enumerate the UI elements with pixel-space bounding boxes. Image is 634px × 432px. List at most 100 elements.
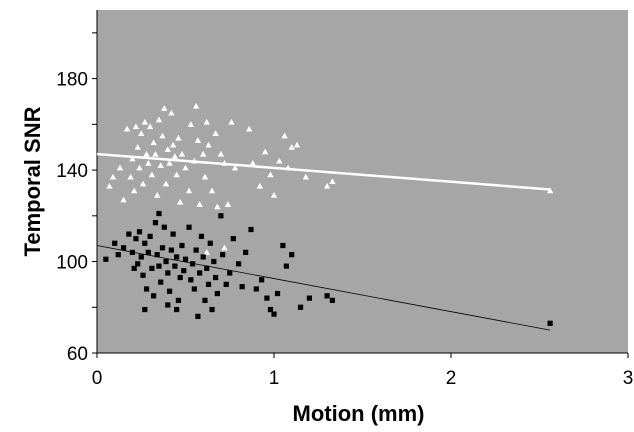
- triangle-point: [212, 130, 219, 137]
- square-point: [209, 306, 215, 313]
- square-point: [197, 270, 203, 276]
- triangle-point: [123, 125, 131, 132]
- square-point: [186, 224, 192, 230]
- square-point: [214, 290, 220, 297]
- x-axis-title: Motion (mm): [293, 401, 425, 426]
- triangle-point: [164, 146, 171, 153]
- triangle-point: [185, 187, 193, 194]
- triangle-point: [162, 180, 170, 187]
- square-point: [218, 213, 224, 219]
- triangle-point: [217, 150, 225, 157]
- square-point: [227, 270, 233, 276]
- x-tick-label: 1: [269, 368, 280, 389]
- square-point: [267, 306, 274, 313]
- square-point: [165, 302, 171, 308]
- triangle-point: [293, 141, 301, 148]
- square-point: [236, 261, 242, 267]
- square-point: [174, 254, 180, 260]
- square-point: [135, 261, 141, 267]
- square-point: [306, 295, 312, 301]
- triangle-point: [169, 141, 177, 148]
- triangle-point: [256, 182, 264, 189]
- triangle-point: [138, 130, 145, 137]
- square-point: [329, 297, 336, 304]
- triangle-point: [203, 118, 210, 125]
- y-axis-title: Temporal SNR: [20, 106, 45, 256]
- square-point: [133, 236, 139, 242]
- triangle-point: [157, 162, 164, 169]
- triangle-point: [106, 182, 113, 189]
- trendline: [96, 245, 551, 331]
- square-point: [191, 286, 197, 292]
- triangle-point: [191, 157, 198, 164]
- square-point: [212, 274, 219, 281]
- square-point: [131, 265, 137, 271]
- square-point: [193, 247, 199, 253]
- y-axis: 60 100 140 180: [56, 10, 98, 365]
- square-point: [136, 229, 143, 235]
- square-point: [189, 261, 196, 267]
- triangle-point: [267, 171, 274, 178]
- triangle-point: [176, 198, 184, 205]
- triangle-point: [192, 102, 200, 109]
- square-point: [204, 265, 210, 271]
- triangle-point: [159, 132, 166, 139]
- y-tick-label: 60: [67, 344, 88, 365]
- square-point: [274, 290, 281, 297]
- square-point: [207, 240, 213, 246]
- triangle-point: [201, 173, 209, 180]
- triangle-point: [132, 123, 140, 130]
- square-point: [202, 297, 208, 304]
- triangle-point: [205, 141, 212, 148]
- square-point: [166, 288, 173, 294]
- triangle-point: [546, 187, 554, 194]
- square-point: [159, 245, 166, 251]
- square-point: [138, 254, 144, 260]
- square-point: [324, 293, 330, 299]
- triangle-point: [129, 155, 136, 162]
- triangle-point: [187, 121, 195, 127]
- y-tick-label: 140: [56, 161, 88, 182]
- square-point: [129, 249, 135, 255]
- square-point: [143, 286, 150, 292]
- triangle-point: [261, 148, 269, 155]
- data-points: [103, 102, 554, 326]
- square-point: [151, 293, 157, 299]
- triangle-point: [120, 196, 127, 203]
- square-point: [158, 279, 164, 285]
- square-point: [142, 306, 148, 313]
- square-point: [149, 265, 155, 271]
- triangle-point: [249, 160, 256, 166]
- square-point: [174, 306, 180, 313]
- triangle-point: [302, 173, 310, 180]
- triangle-point: [175, 134, 182, 141]
- triangle-point: [166, 160, 173, 166]
- square-point: [147, 233, 153, 239]
- square-point: [165, 270, 171, 276]
- square-point: [152, 220, 159, 226]
- triangle-point: [196, 201, 203, 207]
- trendlines: [96, 152, 551, 331]
- trendline: [96, 152, 551, 191]
- square-point: [264, 295, 270, 301]
- y-tick-label: 100: [56, 253, 88, 274]
- triangle-point: [145, 160, 152, 166]
- triangle-point: [203, 249, 210, 255]
- triangle-point: [143, 150, 150, 157]
- triangle-point: [246, 125, 253, 132]
- square-point: [103, 256, 109, 262]
- triangle-point: [221, 244, 228, 251]
- x-tick-label: 3: [623, 368, 634, 389]
- square-point: [195, 313, 201, 320]
- square-point: [188, 277, 194, 283]
- square-point: [161, 224, 167, 230]
- square-point: [198, 233, 205, 239]
- square-point: [126, 231, 132, 237]
- triangle-point: [182, 164, 189, 171]
- triangle-point: [224, 201, 232, 207]
- square-point: [248, 226, 254, 233]
- square-point: [230, 236, 236, 242]
- triangle-point: [141, 118, 148, 125]
- triangle-point: [116, 164, 124, 171]
- square-point: [289, 252, 295, 258]
